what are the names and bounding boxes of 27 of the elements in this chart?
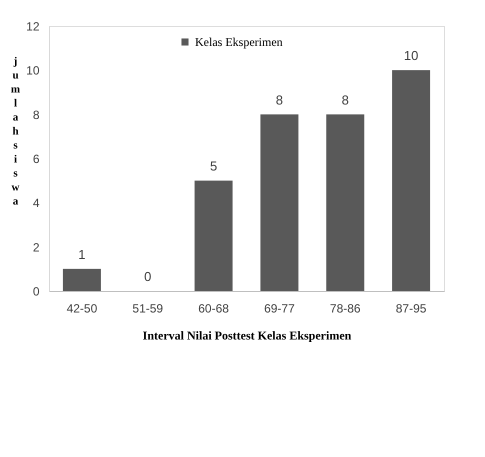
legend-label: Kelas Eksperimen xyxy=(195,35,283,49)
y-tick-label: 10 xyxy=(26,64,40,78)
x-tick-label: 87-95 xyxy=(396,302,427,316)
y-tick-label: 6 xyxy=(32,152,40,166)
x-tick-label: 51-59 xyxy=(132,302,164,316)
bar xyxy=(392,70,430,291)
bar xyxy=(62,268,101,291)
bar xyxy=(260,114,298,291)
bar xyxy=(194,180,233,291)
x-tick-label: 42-50 xyxy=(66,302,98,316)
y-tick-label: 2 xyxy=(32,240,40,254)
bar xyxy=(326,114,364,291)
y-tick-label: 0 xyxy=(32,284,40,298)
y-tick-label: 12 xyxy=(26,20,40,34)
x-axis-title: Interval Nilai Posttest Kelas Eksperimen xyxy=(142,328,352,342)
data-label: 10 xyxy=(404,48,418,64)
data-label: 8 xyxy=(342,92,349,108)
x-tick-label: 60-68 xyxy=(198,302,230,316)
data-label: 5 xyxy=(210,158,218,174)
data-label: 0 xyxy=(144,269,152,284)
y-tick-label: 4 xyxy=(32,196,40,210)
y-tick-label: 8 xyxy=(32,108,40,122)
x-tick-label: 78-86 xyxy=(330,302,361,316)
data-label: 8 xyxy=(276,92,284,108)
data-label: 1 xyxy=(78,246,86,262)
x-tick-label: 69-77 xyxy=(264,302,296,316)
text: jumlah siswa xyxy=(10,56,20,208)
